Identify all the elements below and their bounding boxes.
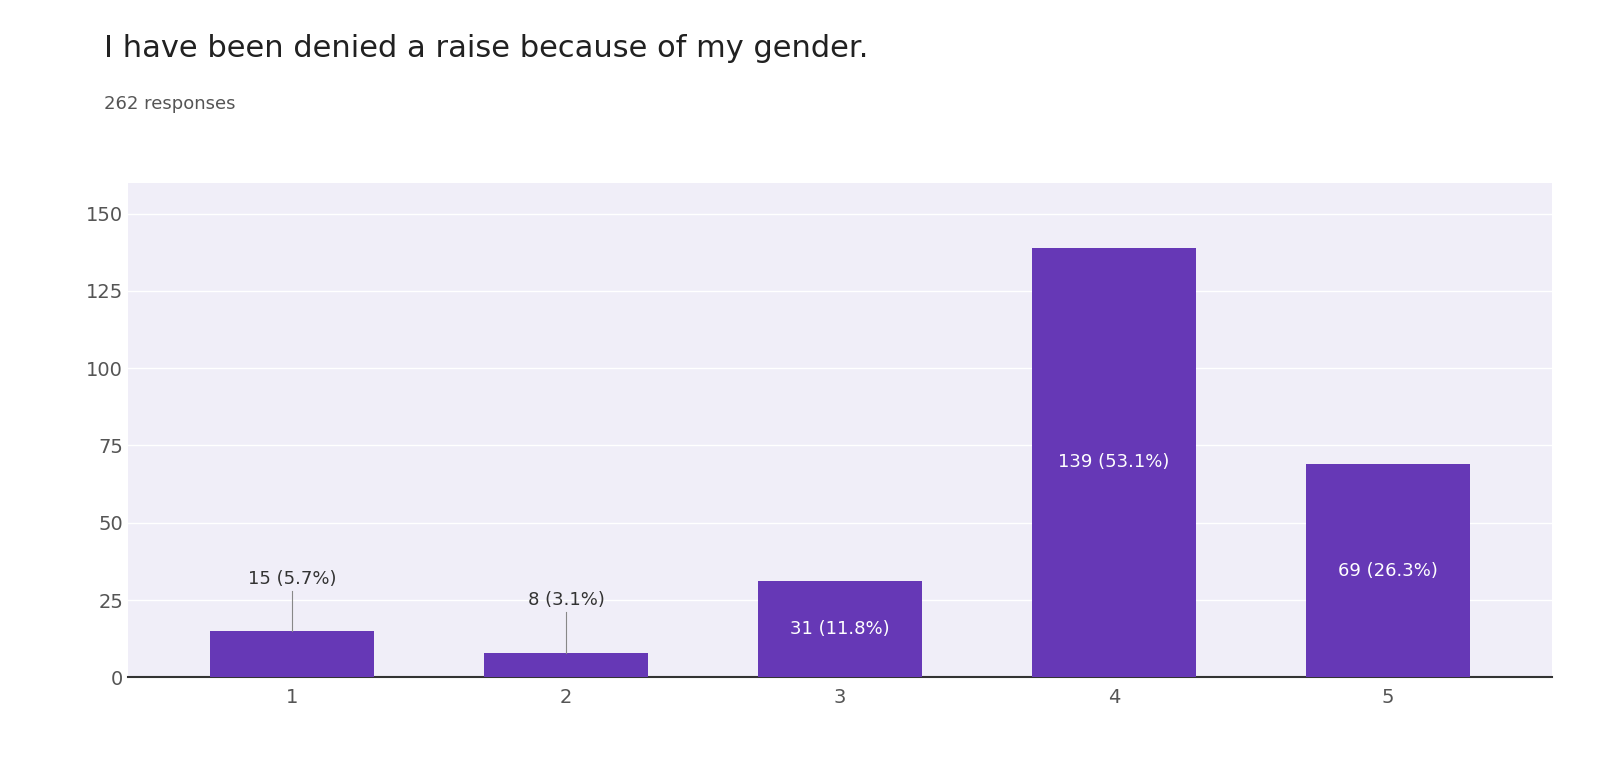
- Text: 8 (3.1%): 8 (3.1%): [528, 591, 605, 610]
- Text: 69 (26.3%): 69 (26.3%): [1338, 562, 1438, 580]
- Bar: [485, 653, 648, 677]
- Text: 15 (5.7%): 15 (5.7%): [248, 570, 336, 587]
- Text: 31 (11.8%): 31 (11.8%): [790, 620, 890, 638]
- Text: 262 responses: 262 responses: [104, 95, 235, 113]
- Bar: [1032, 247, 1197, 677]
- Bar: [210, 631, 374, 677]
- Bar: [1306, 464, 1470, 677]
- Text: 139 (53.1%): 139 (53.1%): [1058, 454, 1170, 471]
- Text: I have been denied a raise because of my gender.: I have been denied a raise because of my…: [104, 34, 869, 63]
- Bar: [758, 581, 922, 677]
